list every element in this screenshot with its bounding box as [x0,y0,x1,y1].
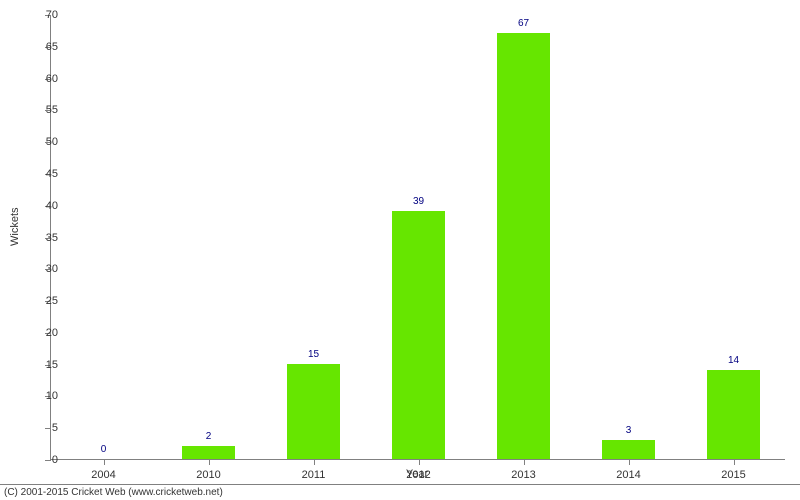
x-tick [524,459,525,465]
y-tick-label: 15 [46,359,58,371]
bar-value-label: 2 [206,431,212,442]
x-tick [734,459,735,465]
bar [707,370,760,459]
y-tick-label: 65 [46,41,58,53]
bar-value-label: 14 [728,355,739,366]
copyright-footer: (C) 2001-2015 Cricket Web (www.cricketwe… [0,484,800,500]
y-tick-label: 5 [52,422,58,434]
x-axis-title: Year [406,468,428,480]
x-tick-label: 2011 [302,469,326,481]
x-tick [629,459,630,465]
x-tick-label: 2015 [721,469,745,481]
bar-value-label: 15 [308,349,319,360]
y-tick [45,460,51,461]
y-tick-label: 35 [46,232,58,244]
y-tick-label: 0 [52,454,58,466]
y-tick-label: 10 [46,390,58,402]
x-tick-label: 2014 [616,469,640,481]
x-tick [104,459,105,465]
x-tick [209,459,210,465]
y-tick-label: 70 [46,9,58,21]
y-tick-label: 25 [46,295,58,307]
bar [497,33,550,459]
y-tick-label: 60 [46,73,58,85]
x-tick-label: 2013 [511,469,535,481]
bar [392,211,445,459]
y-tick [45,428,51,429]
x-tick-label: 2004 [91,469,115,481]
bar [287,364,340,459]
y-tick-label: 50 [46,136,58,148]
x-tick [314,459,315,465]
y-tick-label: 30 [46,263,58,275]
y-tick-label: 45 [46,168,58,180]
y-tick-label: 55 [46,104,58,116]
chart-container: 200402010220111520123920136720143201514 [50,15,785,460]
bar-value-label: 67 [518,18,529,29]
bar [602,440,655,459]
bar [182,446,235,459]
y-tick-label: 40 [46,200,58,212]
bar-value-label: 0 [101,444,107,455]
bar-value-label: 39 [413,196,424,207]
x-tick-label: 2010 [196,469,220,481]
bar-value-label: 3 [626,425,632,436]
x-tick [419,459,420,465]
plot-area: 200402010220111520123920136720143201514 [50,15,785,460]
y-axis-title: Wickets [9,208,21,247]
y-tick-label: 20 [46,327,58,339]
